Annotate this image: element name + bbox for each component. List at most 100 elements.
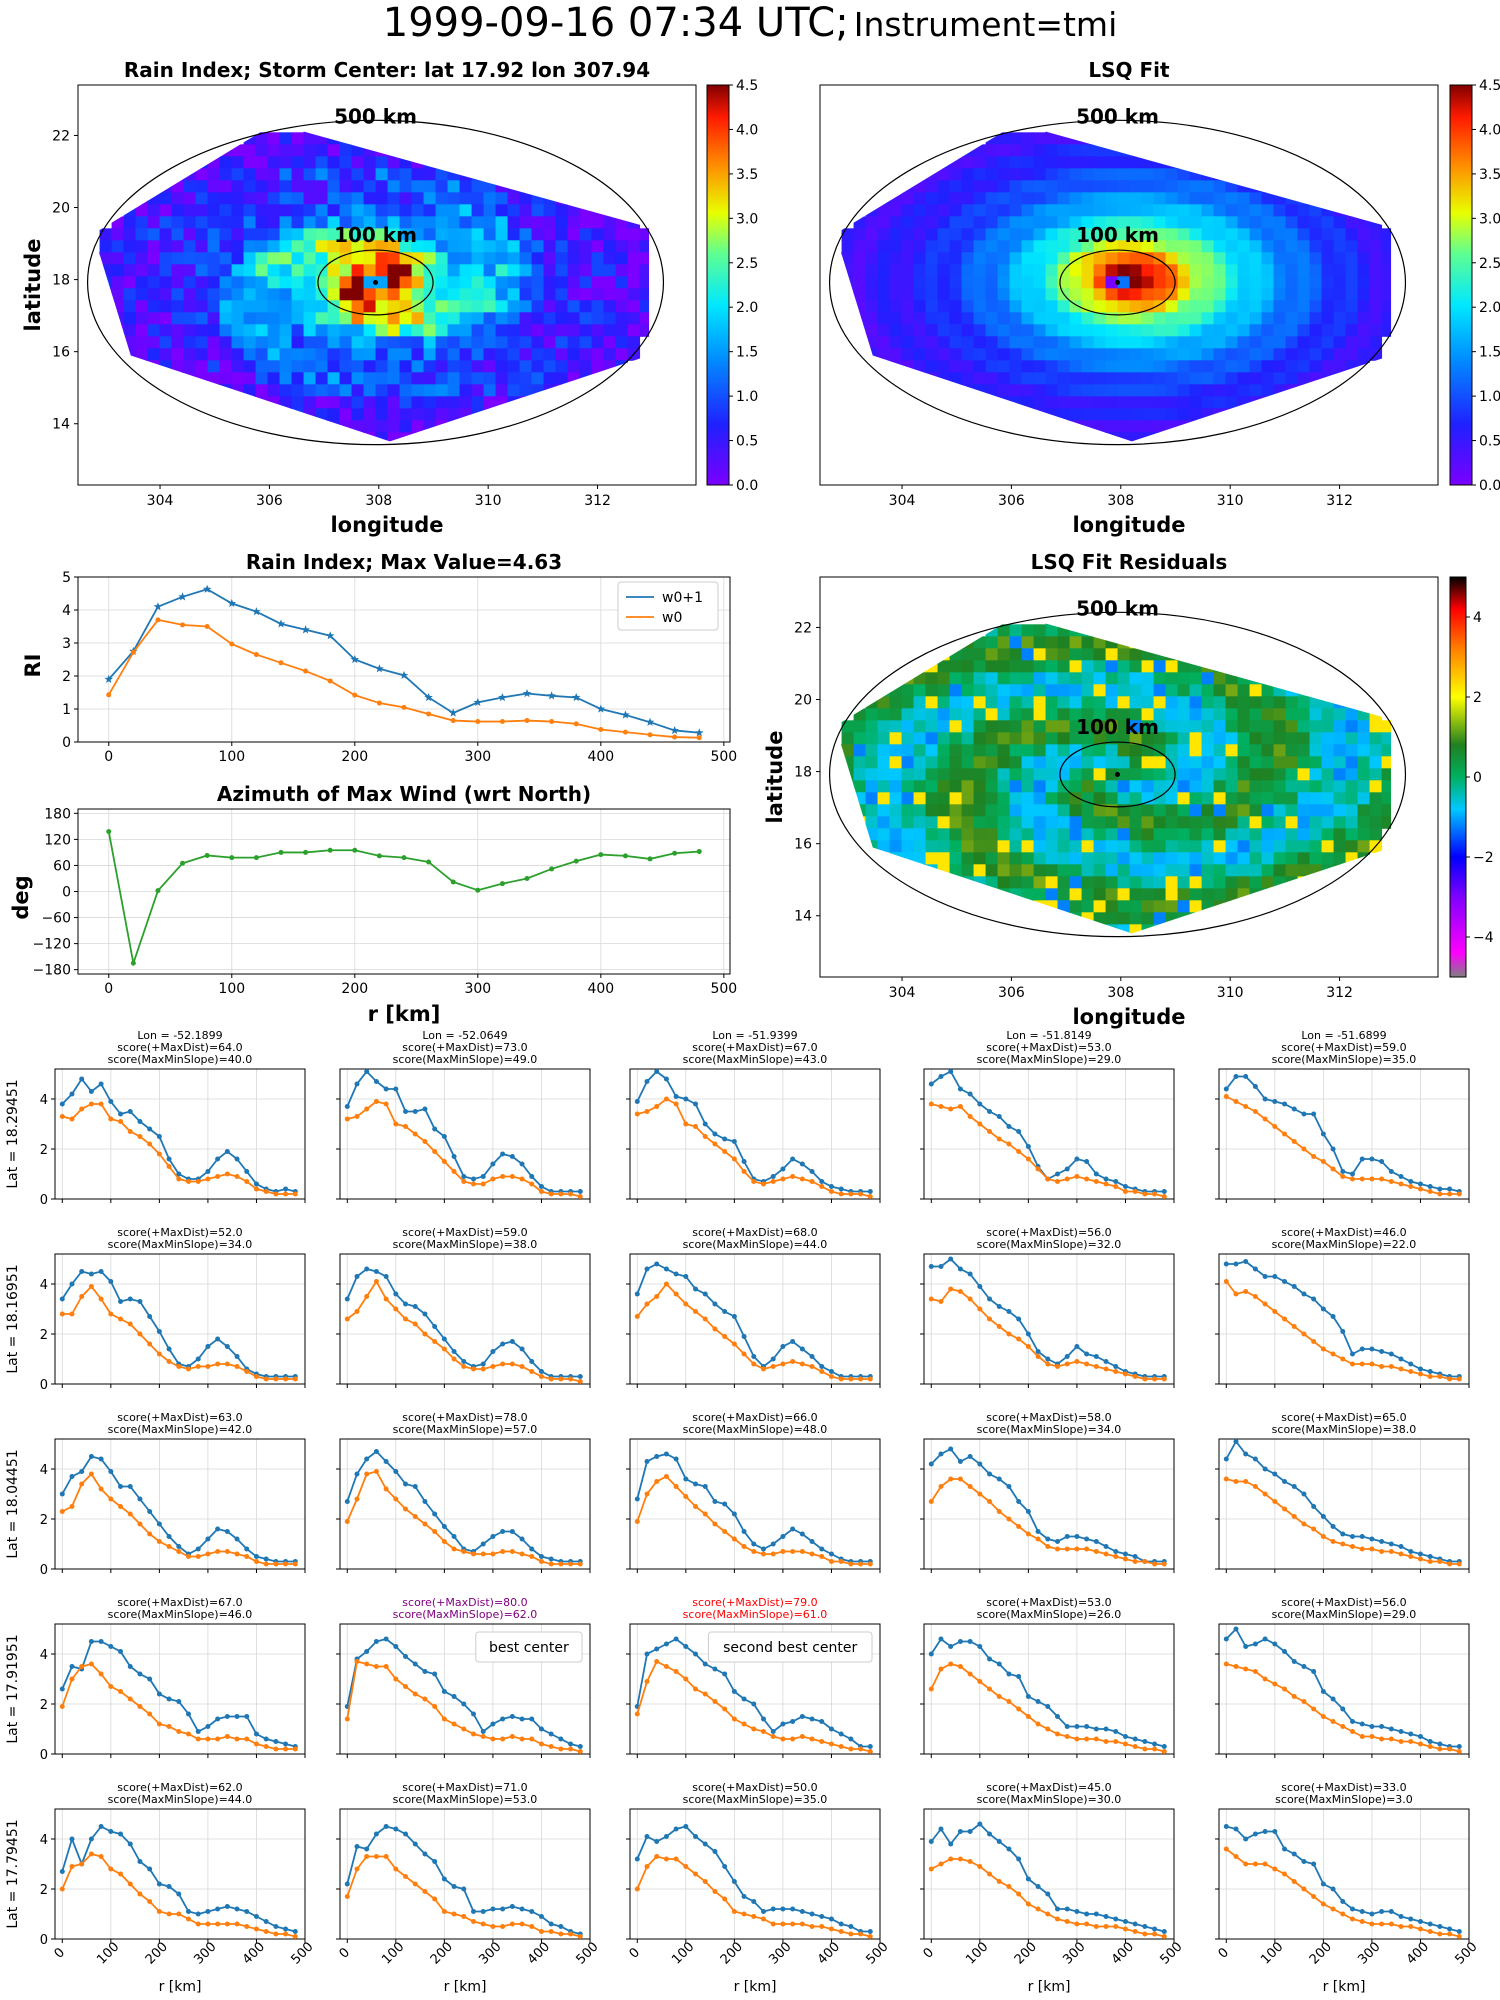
grid-series-w0p1-point	[987, 1831, 993, 1837]
grid-series-w0p1-point	[770, 1356, 776, 1362]
grid-series-w0-point	[224, 1171, 230, 1177]
grid-series-w0-point	[770, 1551, 776, 1557]
grid-series-w0-point	[519, 1176, 525, 1182]
grid-series-w0-point	[1064, 1734, 1070, 1739]
series-w0p1-point	[252, 607, 261, 616]
grid-series-w0-point	[683, 1676, 689, 1682]
grid-series-w0-point	[373, 1664, 379, 1669]
grid-series-w0-point	[432, 1339, 438, 1344]
panel-title: score(+MaxDist)=80.0	[402, 1596, 527, 1609]
axes-frame	[629, 1253, 881, 1385]
grid-series-w0p1-point	[215, 1906, 221, 1912]
grid-series-w0-point	[1417, 1371, 1423, 1377]
grid-series-w0-point	[568, 1561, 574, 1567]
grid-series-w0-point	[867, 1934, 873, 1939]
grid-series-w0-point	[292, 1191, 298, 1197]
grid-series-w0-point	[828, 1559, 834, 1564]
grid-series-w0p1-point	[957, 1266, 963, 1272]
grid-series-w0p1-point	[1122, 1551, 1128, 1557]
grid-series-w0-point	[1330, 1351, 1336, 1357]
grid-series-w0p1-point	[1272, 1641, 1278, 1647]
grid-series-w0p1-point	[673, 1094, 679, 1099]
grid-series-w0-point	[663, 1664, 669, 1669]
grid-series-w0p1-point	[1132, 1921, 1138, 1927]
grid-series-w0p1-point	[490, 1906, 496, 1912]
grid-series-w0-point	[693, 1686, 699, 1692]
grid-series-w0-point	[948, 1661, 954, 1667]
y-tick-label: 2	[40, 1513, 48, 1528]
series-w0p1-point	[621, 710, 630, 719]
grid-series-w0-point	[108, 1116, 114, 1122]
grid-series-w0p1-point	[253, 1181, 259, 1187]
series-w0p1-point	[670, 725, 679, 735]
grid-series-w0p1-point	[828, 1916, 834, 1922]
grid-series-w0p1-point	[451, 1694, 457, 1699]
grid-series-w0p1-point	[1113, 1549, 1119, 1554]
grid-series-w0p1-point	[568, 1741, 574, 1747]
grid-series-w0p1-point	[1349, 1719, 1355, 1724]
grid-series-w0-point	[509, 1361, 515, 1367]
grid-series-w0p1-point	[673, 1456, 679, 1462]
grid-series-w0-point	[1282, 1506, 1288, 1512]
grid-series-w0p1-point	[1272, 1099, 1278, 1104]
grid-series-w0p1-point	[1408, 1549, 1414, 1554]
panel-title-lon: Lon = -52.1899	[137, 1029, 222, 1042]
grid-series-w0-point	[548, 1929, 554, 1934]
grid-series-w0-point	[244, 1554, 250, 1559]
grid-series-w0-point	[441, 1159, 447, 1164]
grid-series-w0-point	[568, 1931, 574, 1937]
grid-series-w0p1-point	[480, 1361, 486, 1367]
grid-series-w0-point	[1388, 1179, 1394, 1184]
grid-series-w0-point	[490, 1551, 496, 1557]
grid-series-w0-point	[215, 1921, 221, 1927]
series-w0p1-point	[645, 717, 655, 726]
grid-series-w0p1-point	[1408, 1361, 1414, 1367]
grid-series-w0-point	[69, 1864, 75, 1869]
grid-series-w0p1-point	[1025, 1331, 1031, 1337]
grid-series-w0-point	[88, 1101, 94, 1107]
grid-series-w0-point	[354, 1496, 360, 1502]
y-tick-label: −60	[41, 911, 71, 927]
grid-series-w0p1-point	[364, 1846, 370, 1852]
grid-series-w0p1-point	[1282, 1101, 1288, 1107]
grid-series-w0p1-point	[1291, 1284, 1297, 1289]
grid-series-w0p1-point	[403, 1481, 409, 1487]
grid-series-w0p1-point	[712, 1666, 718, 1672]
grid-series-w0p1-point	[693, 1651, 699, 1657]
x-tick-label: 300	[1060, 1939, 1088, 1967]
grid-series-w0p1-point	[644, 1459, 650, 1464]
grid-series-w0-point	[848, 1191, 854, 1197]
grid-series-w0p1-point	[1282, 1479, 1288, 1484]
x-tick-label: 200	[341, 749, 368, 765]
grid-series-w0-point	[1427, 1929, 1433, 1934]
grid-series-w0-point	[195, 1179, 201, 1184]
grid-series-w0p1-point	[654, 1839, 660, 1844]
grid-series-w0p1-point	[1084, 1724, 1090, 1729]
grid-series-w0-point	[1093, 1179, 1099, 1184]
grid-series-w0-point	[185, 1179, 191, 1184]
series-w0p1-point	[448, 708, 458, 717]
grid-series-w0-point	[1369, 1546, 1375, 1552]
x-tick-label: 312	[1326, 493, 1353, 509]
grid-series-w0-point	[451, 1356, 457, 1362]
grid-series-w0p1-point	[1349, 1351, 1355, 1357]
grid-series-w0p1-point	[1427, 1739, 1433, 1744]
grid-series-w0-point	[1006, 1699, 1012, 1704]
x-tick-label: 400	[815, 1939, 843, 1967]
grid-series-w0p1-point	[98, 1081, 104, 1087]
grid-series-w0p1-point	[693, 1834, 699, 1839]
grid-series-w0-point	[1113, 1369, 1119, 1374]
grid-series-w0p1-point	[867, 1744, 873, 1749]
axes-frame	[923, 1623, 1175, 1755]
x-tick-label: 0	[921, 1945, 937, 1961]
grid-series-w0-point	[702, 1879, 708, 1884]
y-tick-label: −180	[33, 963, 71, 979]
grid-series-w0-point	[1122, 1189, 1128, 1194]
grid-series-w0-point	[263, 1561, 269, 1567]
grid-series-w0-point	[683, 1864, 689, 1869]
grid-series-w0-point	[1282, 1686, 1288, 1692]
x-tick-label: 100	[379, 1939, 407, 1967]
grid-series-w0p1-point	[799, 1346, 805, 1352]
grid-series-w0-point	[702, 1511, 708, 1517]
grid-series-w0-point	[166, 1164, 172, 1169]
